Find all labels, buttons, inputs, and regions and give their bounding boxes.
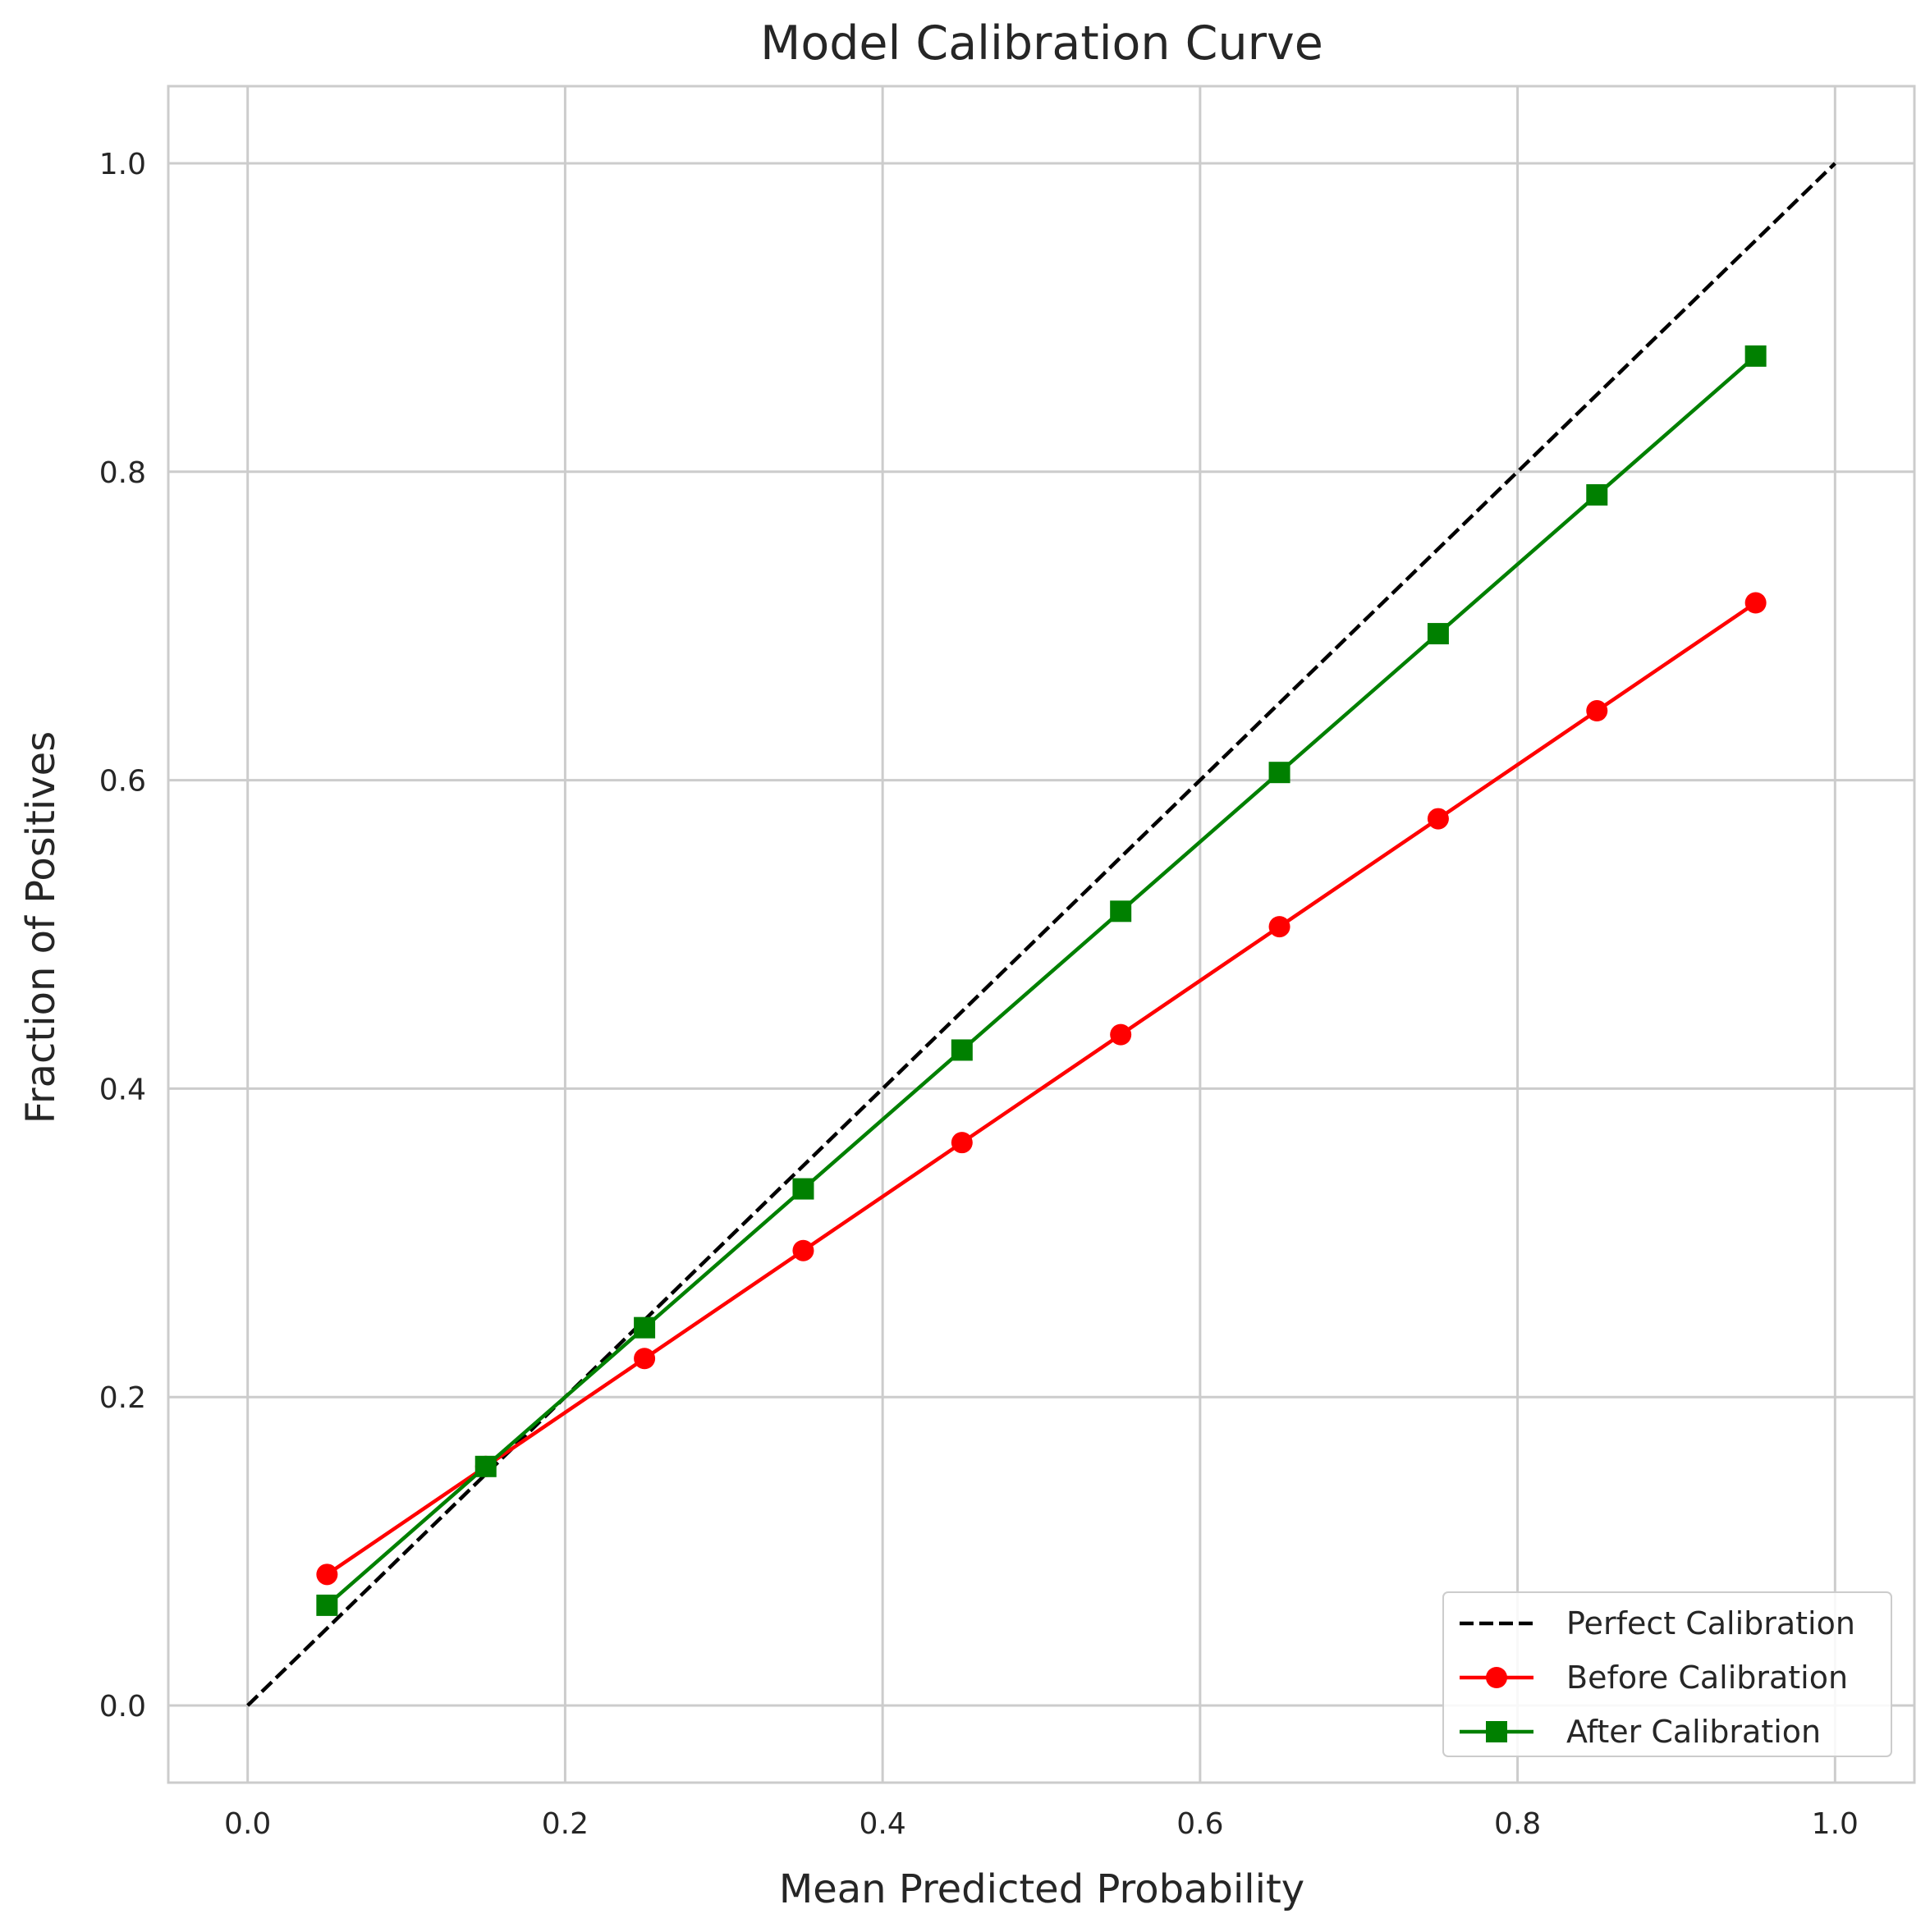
- y-tick-label: 0.6: [99, 765, 146, 799]
- x-tick-label: 0.6: [1176, 1807, 1223, 1841]
- y-tick-label: 0.4: [99, 1073, 146, 1106]
- y-tick-label: 0.2: [99, 1381, 146, 1415]
- after-calibration-point: [474, 1455, 497, 1477]
- legend-before-calibration-label: Before Calibration: [1566, 1660, 1848, 1696]
- before-calibration-point: [316, 1563, 338, 1586]
- chart-title: Model Calibration Curve: [760, 16, 1323, 71]
- before-calibration-point: [1586, 700, 1608, 722]
- after-calibration-point: [1110, 900, 1132, 923]
- plot-frame: [167, 85, 1916, 1784]
- after-calibration-point: [792, 1178, 814, 1200]
- before-calibration-point: [1110, 1023, 1132, 1046]
- after-calibration-point: [1744, 345, 1767, 367]
- before-calibration-line: [326, 601, 1757, 1577]
- x-tick-label: 0.4: [860, 1807, 906, 1841]
- y-tick-label: 0.0: [99, 1690, 146, 1724]
- after-calibration-point: [634, 1316, 656, 1339]
- x-tick-label: 0.0: [224, 1807, 271, 1841]
- after-calibration-line: [325, 355, 1758, 1607]
- y-tick-label: 1.0: [99, 148, 146, 181]
- y-tick-label: 0.8: [99, 456, 146, 490]
- after-calibration-point: [1268, 762, 1290, 784]
- series-layer: [246, 162, 1836, 1707]
- before-calibration-point: [792, 1239, 814, 1261]
- before-calibration-point: [634, 1348, 656, 1370]
- after-calibration-point: [1427, 623, 1449, 645]
- after-calibration-point: [316, 1594, 338, 1616]
- x-axis-label: Mean Predicted Probability: [779, 1866, 1304, 1912]
- after-calibration-point: [1586, 483, 1608, 506]
- legend: Perfect Calibration Before Calibration Aft…: [1442, 1591, 1892, 1757]
- before-calibration-point: [951, 1132, 973, 1154]
- legend-box: [1442, 1591, 1892, 1757]
- perfect-calibration-line: [246, 162, 1836, 1707]
- y-axis-label: Fraction of Positives: [18, 731, 64, 1124]
- legend-perfect-calibration-label: Perfect Calibration: [1566, 1605, 1855, 1641]
- before-calibration-point: [1427, 808, 1449, 830]
- legend-after-calibration-marker: [1486, 1721, 1507, 1742]
- legend-after-calibration-label: After Calibration: [1566, 1714, 1821, 1750]
- after-calibration-point: [951, 1039, 973, 1061]
- before-calibration-point: [1268, 916, 1290, 938]
- x-tick-label: 0.2: [542, 1807, 589, 1841]
- x-tick-label: 1.0: [1812, 1807, 1859, 1841]
- legend-before-calibration-marker: [1486, 1667, 1507, 1688]
- x-tick-label: 0.8: [1494, 1807, 1541, 1841]
- before-calibration-point: [1744, 592, 1767, 614]
- tick-labels: 0.0 0.2 0.4 0.6 0.8 1.0 0.0 0.2 0.4 0.6 0.8 1.0: [99, 148, 1859, 1841]
